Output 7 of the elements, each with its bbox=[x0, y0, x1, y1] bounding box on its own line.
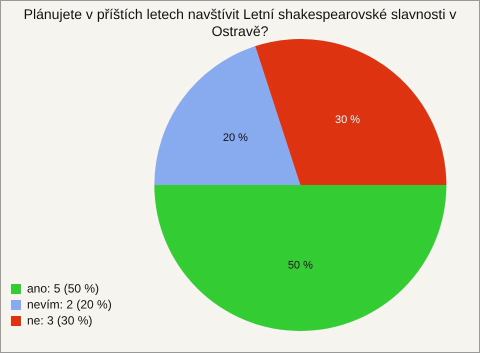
legend-label: ano: 5 (50 %) bbox=[27, 281, 100, 296]
data-label: 30 % bbox=[335, 114, 360, 126]
data-label: 50 % bbox=[288, 259, 314, 272]
legend-label: ne: 3 (30 %) bbox=[27, 313, 92, 328]
data-label: 20 % bbox=[222, 132, 248, 144]
chart-title: Plánujete v příštích letech navštívit Letní shakespearovské slavnosti v Ostravě? bbox=[22, 6, 458, 40]
legend-label: nevím: 2 (20 %) bbox=[27, 297, 112, 312]
